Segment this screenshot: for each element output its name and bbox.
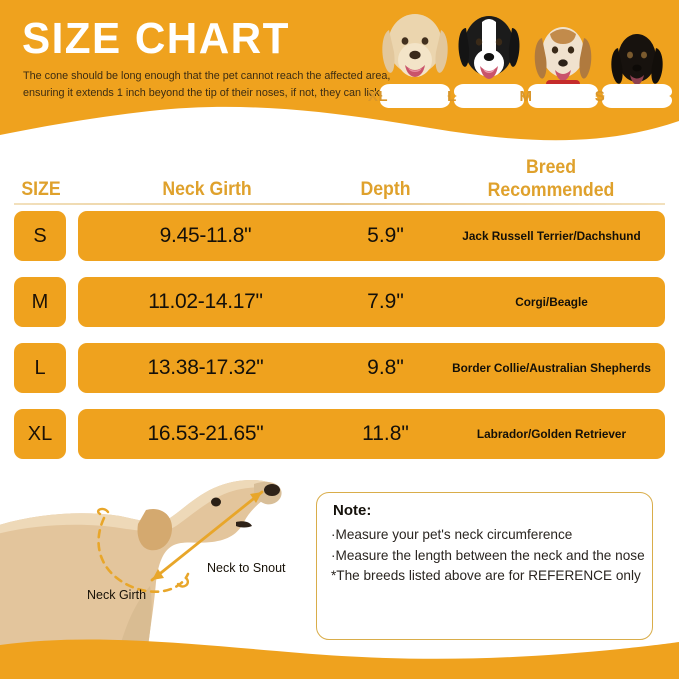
cell-breed: Corgi/Beagle [515, 294, 588, 309]
note-line-2: ·Measure the length between the neck and… [331, 547, 645, 563]
cell-breed: Border Collie/Australian Shepherds [452, 360, 651, 375]
bone-tag-label-xl: XL [367, 88, 389, 105]
subtitle-line-1: The cone should be long enough that the … [23, 70, 391, 82]
note-body: ·Measure your pet's neck circumference ·… [331, 525, 647, 587]
cell-depth: 7.9" [367, 290, 404, 313]
cell-breed: Labrador/Golden Retriever [476, 426, 627, 441]
bone-tag-label-l: L [447, 88, 457, 105]
bone-tag-label-s: S [594, 88, 606, 105]
row-size-cell: S [14, 211, 66, 261]
row-data-pill: 11.02-14.17" 7.9" Corgi/Beagle [78, 277, 665, 327]
subtitle-line-2: ensuring it extends 1 inch beyond the ti… [23, 87, 383, 99]
cell-neck-girth: 11.02-14.17" [148, 290, 263, 313]
dog-slot-xl [378, 8, 452, 112]
dog-slot-l [452, 8, 526, 112]
header-banner: SIZE CHART The cone should be long enoug… [0, 0, 679, 148]
golden-retriever-photo [382, 14, 448, 77]
dog-side-illustration [0, 480, 282, 646]
column-header-breed-line1: Breed [525, 157, 577, 178]
dog-breed-tags: XL [368, 8, 674, 112]
table-row: L 13.38-17.32" 9.8" Border Collie/Austra… [0, 343, 679, 393]
header-underline [14, 203, 665, 205]
row-data-pill: 9.45-11.8" 5.9" Jack Russell Terrier/Dac… [78, 211, 665, 261]
cell-neck-girth: 16.53-21.65" [147, 422, 264, 445]
cell-neck-girth: 9.45-11.8" [159, 224, 252, 247]
bone-tag-label-m: M [519, 88, 533, 105]
header-subtitle: The cone should be long enough that the … [23, 68, 391, 102]
bone-tag-m [528, 84, 598, 108]
row-size-cell: M [14, 277, 66, 327]
note-title: Note: [333, 502, 372, 519]
column-header-size: SIZE [21, 179, 61, 200]
table-row: S 9.45-11.8" 5.9" Jack Russell Terrier/D… [0, 211, 679, 261]
table-row: M 11.02-14.17" 7.9" Corgi/Beagle [0, 277, 679, 327]
column-header-depth: Depth [360, 179, 411, 200]
footer-wave-shape [0, 639, 679, 679]
row-size-cell: L [14, 343, 66, 393]
note-box: Note: ·Measure your pet's neck circumfer… [316, 492, 653, 640]
bone-tag-s [602, 84, 672, 108]
cell-breed: Jack Russell Terrier/Dachshund [462, 228, 641, 243]
column-header-neck-girth: Neck Girth [162, 179, 252, 200]
dog-slot-s [600, 8, 674, 112]
cell-neck-girth: 13.38-17.32" [147, 356, 264, 379]
border-collie-photo [458, 16, 520, 79]
cell-depth: 9.8" [367, 356, 404, 379]
neck-to-snout-label: Neck to Snout [207, 561, 286, 575]
note-line-1: ·Measure your pet's neck circumference [331, 527, 573, 542]
row-size-cell: XL [14, 409, 66, 459]
column-header-breed: Breed Recommended [444, 156, 658, 202]
table-header-row: SIZE Neck Girth Depth Breed Recommended [0, 152, 679, 204]
cell-depth: 11.8" [362, 422, 409, 445]
row-data-pill: 13.38-17.32" 9.8" Border Collie/Australi… [78, 343, 665, 393]
note-line-3: *The breeds listed above are for REFEREN… [331, 568, 641, 583]
footer-banner [0, 623, 679, 679]
cell-depth: 5.9" [367, 224, 404, 247]
measurement-diagram: Neck Girth Neck to Snout [0, 466, 320, 666]
table-row: XL 16.53-21.65" 11.8" Labrador/Golden Re… [0, 409, 679, 459]
bone-tag-xl [380, 84, 450, 108]
dachshund-photo [611, 34, 663, 85]
bone-tag-l [454, 84, 524, 108]
page-title: SIZE CHART [22, 14, 290, 63]
neck-girth-label: Neck Girth [87, 588, 147, 602]
column-header-breed-line2: Recommended [487, 180, 615, 201]
row-data-pill: 16.53-21.65" 11.8" Labrador/Golden Retri… [78, 409, 665, 459]
